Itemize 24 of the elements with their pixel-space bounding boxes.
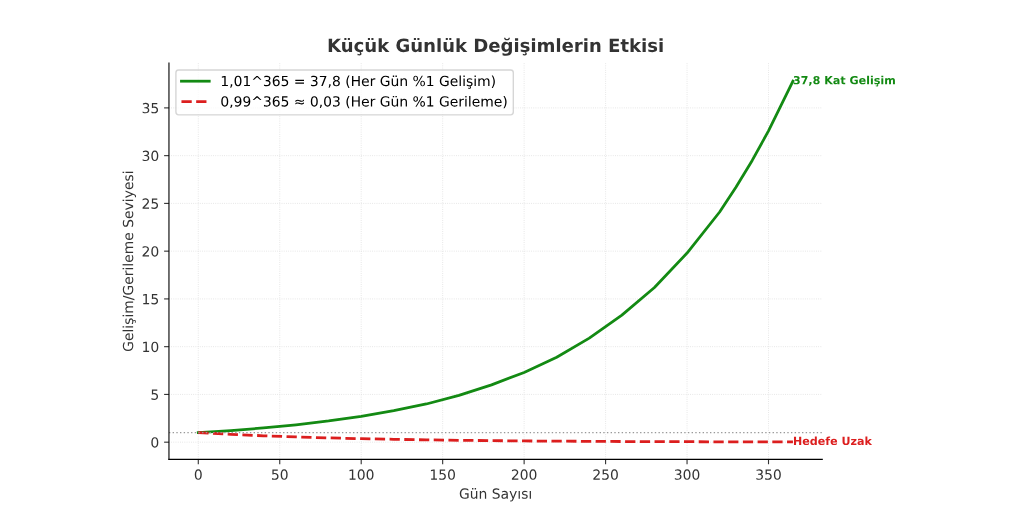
chart-title: Küçük Günlük Değişimlerin Etkisi [328, 37, 663, 56]
y-tick-label: 10 [143, 341, 159, 353]
legend-label: 0,99^365 ≈ 0,03 (Her Gün %1 Gerileme) [221, 95, 507, 109]
line-series [196, 431, 795, 444]
annotation: Hedefe Uzak [793, 436, 873, 446]
x-axis-title: Gün Sayısı [459, 488, 531, 502]
x-tick-label: 200 [511, 469, 537, 480]
y-axis-title: Gelişim/Gerileme Seviyesi [122, 171, 137, 352]
y-tick-label: 5 [151, 389, 159, 400]
x-tick-label: 250 [593, 469, 618, 480]
x-tick-label: 350 [756, 469, 781, 480]
x-tick-label: 100 [349, 469, 374, 480]
legend-label: 1,01^365 = 37,8 (Her Gün %1 Gelişim) [221, 75, 495, 89]
x-tick-label: 150 [430, 469, 455, 480]
x-tick-label: 50 [271, 469, 288, 480]
y-tick-label: 30 [142, 150, 159, 162]
y-tick-label: 25 [142, 198, 159, 209]
x-tick-label: 300 [674, 469, 700, 480]
annotation: 37,8 Kat Gelişim [793, 75, 895, 87]
y-tick-label: 20 [142, 246, 159, 257]
y-tick-label: 0 [151, 437, 159, 448]
y-tick-label: 35 [142, 102, 159, 114]
y-tick-label: 15 [143, 294, 159, 305]
x-tick-label: 0 [194, 469, 202, 480]
